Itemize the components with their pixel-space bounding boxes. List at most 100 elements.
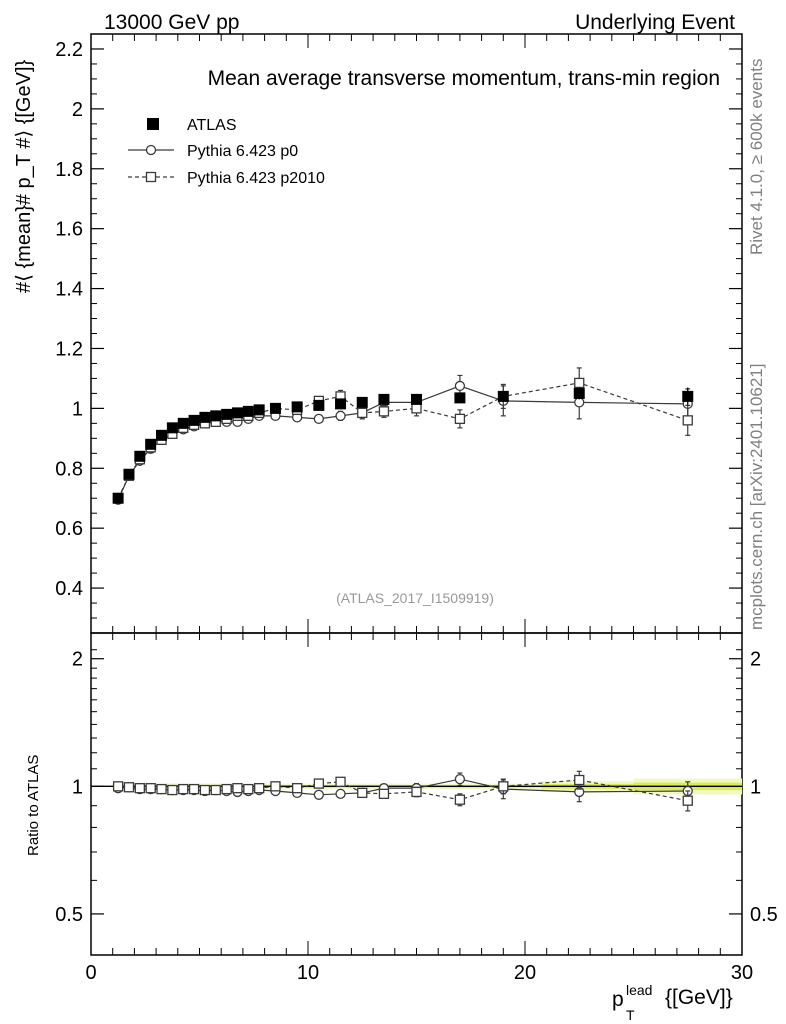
legend-marker-p2010	[145, 171, 157, 183]
ratio-p0-point	[335, 788, 346, 799]
p2010-point	[378, 406, 390, 417]
atlas-point	[242, 405, 254, 417]
atlas-point	[356, 396, 368, 408]
atlas-point	[231, 407, 243, 419]
atlas-point	[156, 429, 168, 441]
atlas-point	[411, 393, 422, 405]
ratio-tick-label-right: 2	[750, 649, 761, 671]
ratio-p2010-point	[335, 776, 346, 787]
ratio-tick-label-left: 2	[72, 649, 83, 671]
atlas-point	[123, 468, 135, 480]
x-tick-label: 10	[297, 962, 319, 984]
x-axis-label-sup: lead	[626, 982, 652, 998]
atlas-point	[335, 398, 347, 410]
ratio-p2010-point	[145, 783, 156, 794]
ratio-p2010-point	[210, 784, 221, 796]
x-tick-label: 0	[85, 962, 96, 984]
ratio-p2010-point	[574, 774, 585, 786]
legend-label-p2010: Pythia 6.423 p2010	[187, 170, 325, 187]
ratio-y-axis-label: Ratio to ATLAS	[25, 755, 42, 856]
ratio-tick-label-left: 0.5	[55, 904, 83, 926]
p2010-point	[682, 415, 693, 426]
y-tick-label: 1.8	[55, 159, 83, 181]
ratio-p2010-point	[357, 787, 368, 799]
atlas-point	[269, 402, 281, 414]
atlas-point	[145, 438, 157, 450]
legend-marker-atlas	[147, 118, 159, 130]
chart-title: Mean average transverse momentum, trans-…	[208, 67, 720, 90]
ratio-series	[112, 770, 693, 812]
ratio-p2010-point	[291, 783, 303, 794]
x-axis-label-unit: {[GeV]}	[665, 986, 733, 1009]
atlas-point	[291, 401, 303, 413]
p0-point	[454, 380, 466, 392]
y-tick-label: 1.6	[55, 219, 83, 241]
ratio-p2010-point	[167, 784, 178, 796]
main-axis-ticks: 0.4 0.6 0.8 1 1.2 1.4 1.6 1.8 2 2.2	[55, 34, 743, 633]
header-left: 13000 GeV pp	[104, 11, 239, 34]
p0-line	[117, 385, 688, 500]
ratio-p2010-point	[112, 781, 124, 792]
ratio-p2010-point	[221, 783, 232, 795]
y-tick-label: 1.2	[55, 338, 83, 360]
atlas-point	[378, 393, 390, 405]
p2010-point	[454, 413, 466, 425]
p2010-line	[117, 382, 688, 499]
x-tick-label: 30	[731, 962, 753, 984]
analysis-watermark: (ATLAS_2017_I1509919)	[336, 590, 494, 606]
atlas-point	[188, 414, 200, 426]
x-tick-label: 20	[514, 962, 536, 984]
ratio-p2010-point	[411, 786, 422, 798]
ratio-p0-point	[313, 789, 325, 800]
y-tick-label: 0.6	[55, 518, 83, 540]
ratio-tick-label-left: 1	[72, 776, 83, 798]
atlas-point	[573, 387, 585, 399]
atlas-point	[313, 399, 325, 411]
y-tick-label: 2	[72, 99, 83, 121]
ratio-p2010-point	[156, 783, 167, 795]
atlas-point	[253, 404, 265, 416]
x-axis-label-sub: T	[626, 1007, 635, 1023]
p2010-point	[357, 407, 368, 419]
x-axis-label: p lead T {[GeV]}	[612, 982, 733, 1023]
atlas-point	[199, 411, 211, 423]
ratio-p2010-point	[232, 783, 243, 794]
legend-marker-p0	[145, 144, 157, 156]
ratio-p2010-point	[123, 782, 135, 793]
header-right: Underlying Event	[575, 11, 735, 34]
main-series	[112, 367, 694, 505]
x-axis-label-main: p	[612, 988, 624, 1011]
ratio-p2010-point	[254, 783, 265, 794]
ratio-tick-label-right: 0.5	[750, 904, 778, 926]
atlas-point	[210, 410, 222, 422]
atlas-point	[454, 392, 466, 404]
atlas-point	[221, 408, 233, 420]
ratio-p2010-point	[313, 778, 325, 789]
ratio-p2010-point	[454, 794, 466, 805]
y-tick-label: 0.4	[55, 578, 83, 600]
atlas-point	[166, 422, 178, 434]
y-tick-label: 1	[72, 398, 83, 420]
atlas-point	[497, 390, 509, 402]
ratio-p2010-point	[178, 783, 189, 795]
y-tick-label: 2.2	[55, 39, 83, 61]
ratio-p2010-point	[682, 795, 693, 806]
ratio-tick-label-right: 1	[750, 776, 761, 798]
ratio-p2010-point	[134, 783, 145, 794]
p2010-point	[574, 377, 585, 389]
ratio-p2010-point	[199, 784, 211, 796]
legend-label-p0: Pythia 6.423 p0	[187, 143, 298, 160]
p0-point	[335, 410, 346, 422]
y-axis-label: #⟨ {mean}# p_T #⟩ {[GeV]}	[13, 59, 35, 293]
ratio-p2010-point	[270, 781, 281, 792]
legend: ATLAS Pythia 6.423 p0 Pythia 6.423 p2010	[128, 117, 325, 187]
p0-point	[313, 413, 325, 425]
y-tick-label: 1.4	[55, 279, 83, 301]
p2010-point	[411, 403, 422, 414]
mcplots-label: mcplots.cern.ch [arXiv:2401.10621]	[747, 364, 766, 630]
atlas-point	[134, 450, 146, 462]
rivet-label: Rivet 4.1.0, ≥ 600k events	[747, 59, 766, 255]
atlas-point	[112, 492, 124, 504]
y-tick-label: 0.8	[55, 458, 83, 480]
